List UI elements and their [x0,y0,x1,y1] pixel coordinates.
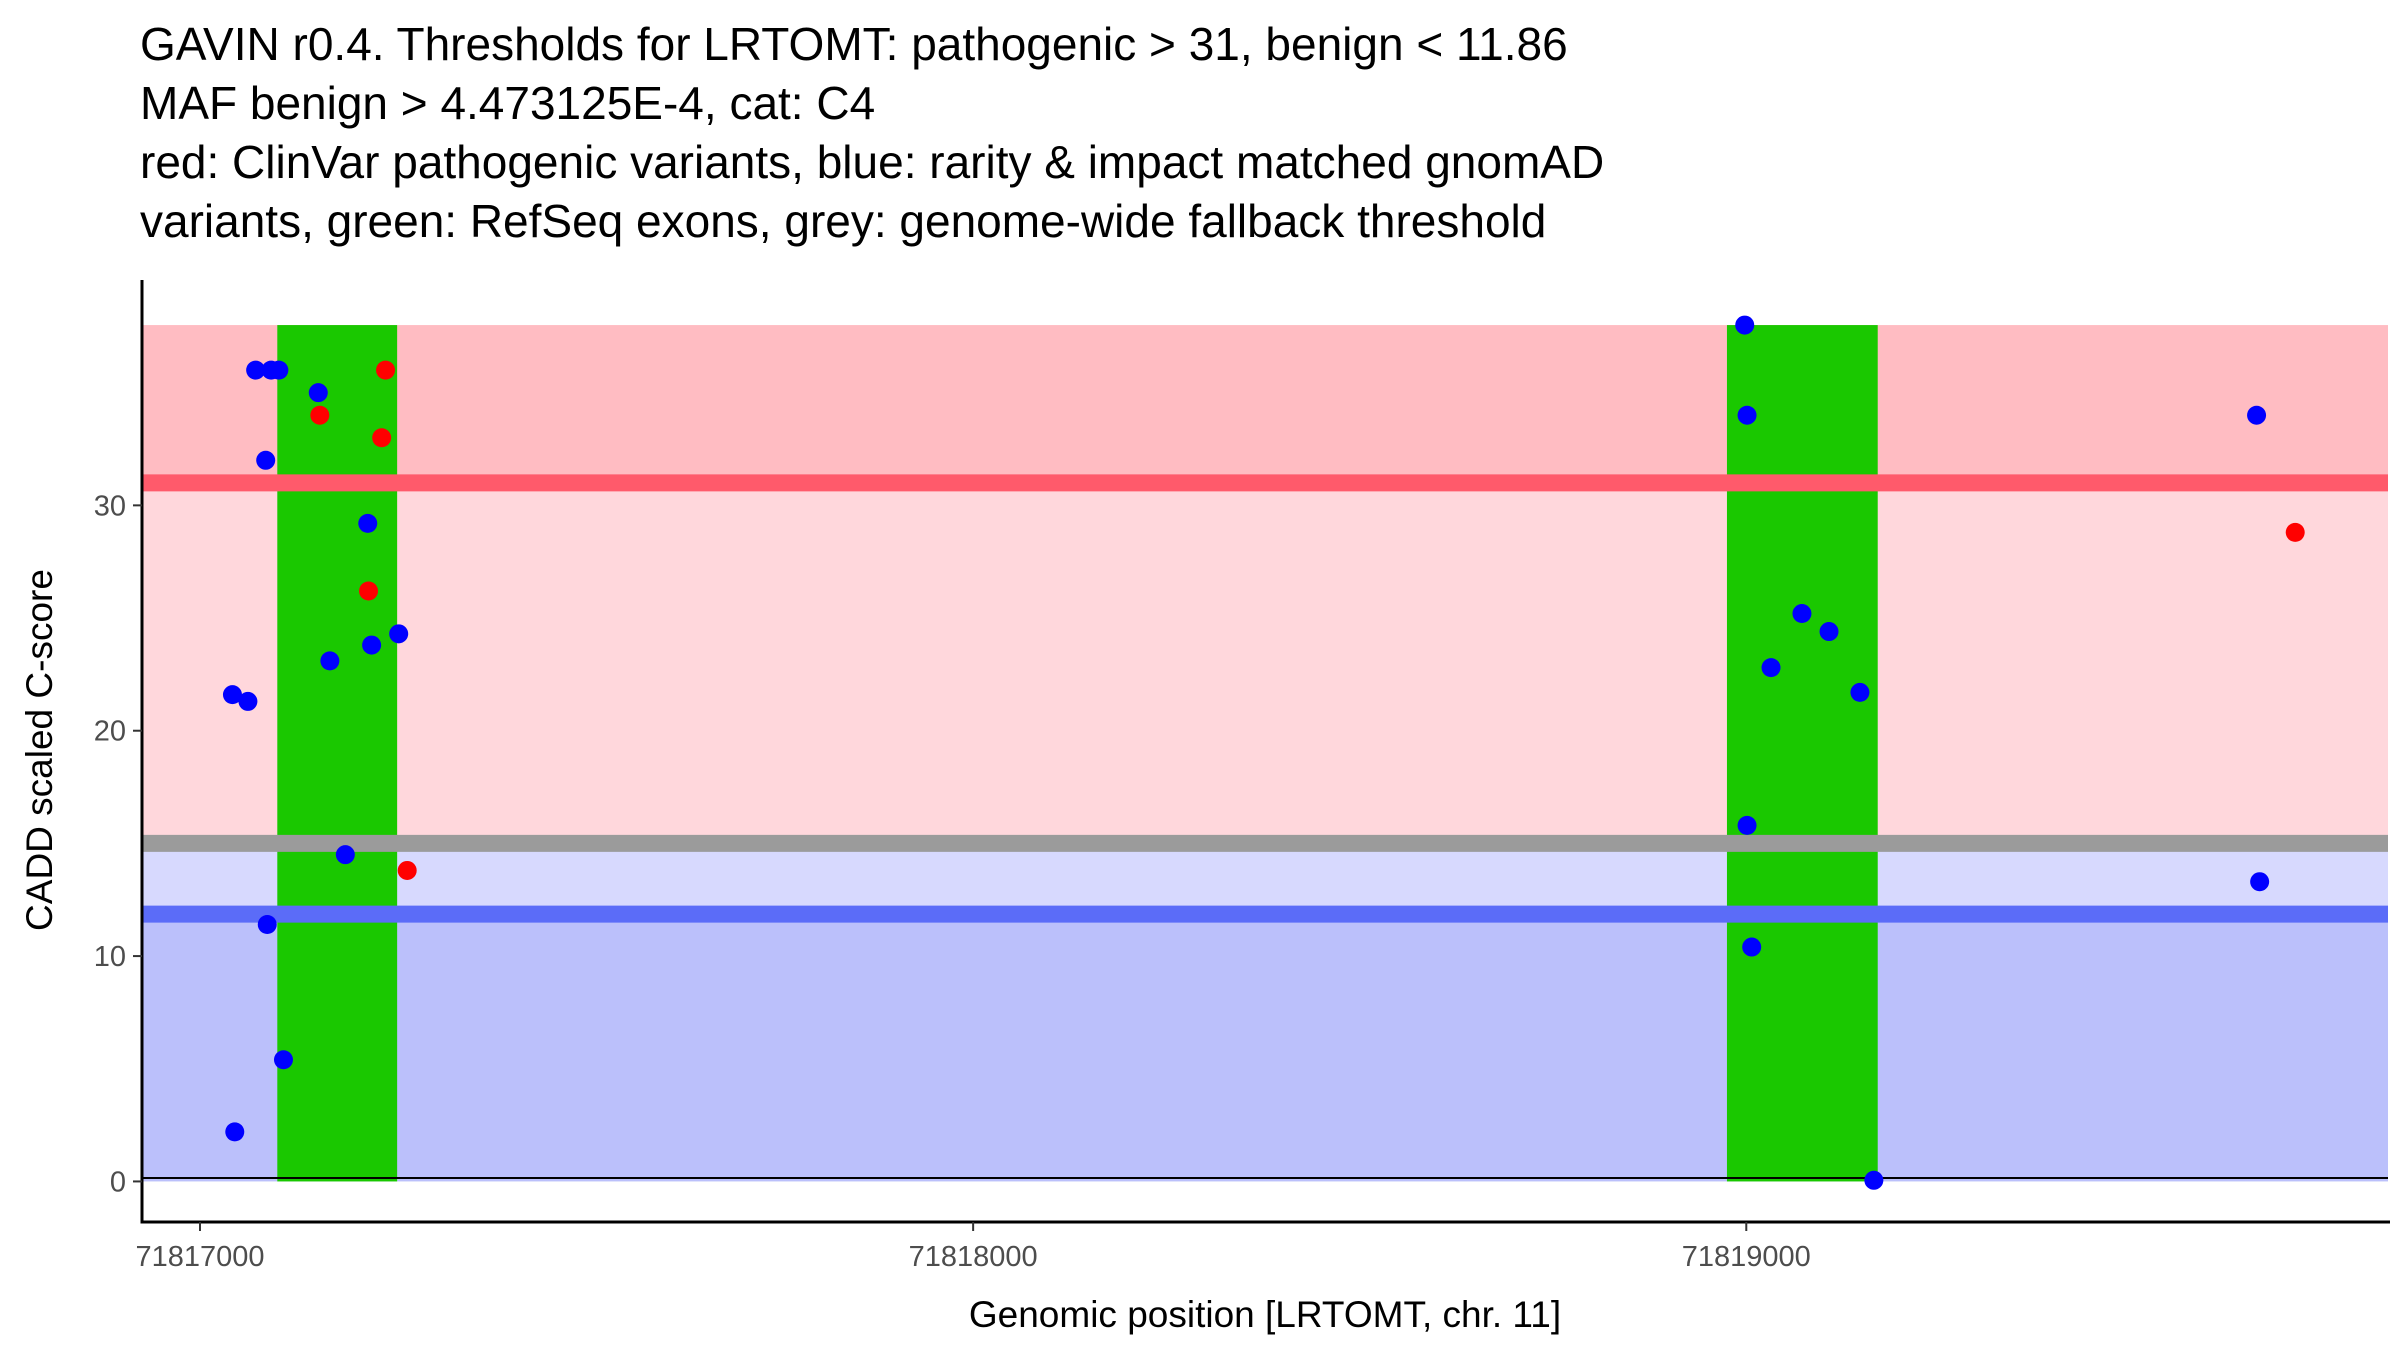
pathogenic-zone-light [142,482,2388,844]
title-line-3: red: ClinVar pathogenic variants, blue: … [140,136,1604,188]
clinvar-pathogenic-point-2 [376,360,396,380]
clinvar-pathogenic-point-4 [359,581,379,601]
y-axis-title: CADD scaled C-score [19,569,60,931]
clinvar-pathogenic-point-1 [310,405,330,425]
chart-title: GAVIN r0.4. Thresholds for LRTOMT: patho… [140,18,1604,247]
gnomad-variant-point-24 [1864,1170,1884,1190]
title-line-1: GAVIN r0.4. Thresholds for LRTOMT: patho… [140,18,1568,70]
gnomad-variant-point-8 [257,915,277,935]
title-line-4: variants, green: RefSeq exons, grey: gen… [140,195,1546,247]
x-axis-ticks: 71817000 71818000 71819000 [135,1222,1811,1273]
variant-points [222,315,2305,1190]
gnomad-variant-point-23 [1850,682,1870,702]
exon-bands [277,325,1878,1182]
x-tick-label-2: 71818000 [909,1241,1038,1273]
gnomad-variant-point-25 [2247,405,2267,425]
y-tick-label-20: 20 [94,716,126,748]
pathogenic-zone-dark [142,325,2388,483]
gnomad-variant-point-13 [358,513,378,533]
gnomad-variant-point-19 [1742,937,1762,957]
gnomad-variant-point-7 [256,450,276,470]
gnomad-variant-point-2 [222,685,242,705]
x-tick-label-3: 71819000 [1682,1241,1811,1273]
gnomad-variant-point-21 [1792,604,1812,624]
gnomad-variant-point-17 [1737,405,1757,425]
clinvar-pathogenic-point-5 [397,860,417,880]
threshold-regions [142,325,2388,1182]
exon-band-2 [1726,325,1878,1182]
gnomad-variant-point-1 [225,1122,245,1142]
benign-zone [142,914,2388,1182]
clinvar-pathogenic-point-6 [2285,522,2305,542]
gnomad-variant-point-20 [1761,658,1781,678]
gnomad-variant-point-18 [1737,815,1757,835]
gnomad-variant-point-9 [273,1050,293,1070]
gnomad-variant-point-12 [335,845,355,865]
gnomad-variant-point-22 [1819,622,1839,642]
gnomad-variant-point-14 [362,635,382,655]
gnomad-variant-point-10 [308,383,328,403]
y-tick-label-30: 30 [94,490,126,522]
gnomad-variant-point-6 [269,360,289,380]
gnomad-variant-point-3 [238,691,258,711]
x-axis-title: Genomic position [LRTOMT, chr. 11] [969,1294,1561,1335]
x-tick-label-1: 71817000 [135,1241,264,1273]
vus-zone [142,843,2388,915]
gnomad-variant-point-16 [1735,315,1755,335]
clinvar-pathogenic-point-3 [372,428,392,448]
y-axis-ticks: 0 10 20 30 [94,490,142,1198]
y-tick-label-0: 0 [110,1166,126,1198]
title-line-2: MAF benign > 4.473125E-4, cat: C4 [140,77,875,129]
gnomad-variant-point-26 [2250,872,2270,892]
exon-band-1 [277,325,398,1182]
gnomad-variant-point-4 [246,360,266,380]
gnomad-variant-point-11 [320,651,340,671]
threshold-lines [142,474,2388,923]
y-tick-label-10: 10 [94,941,126,973]
gnomad-variant-point-15 [389,624,409,644]
